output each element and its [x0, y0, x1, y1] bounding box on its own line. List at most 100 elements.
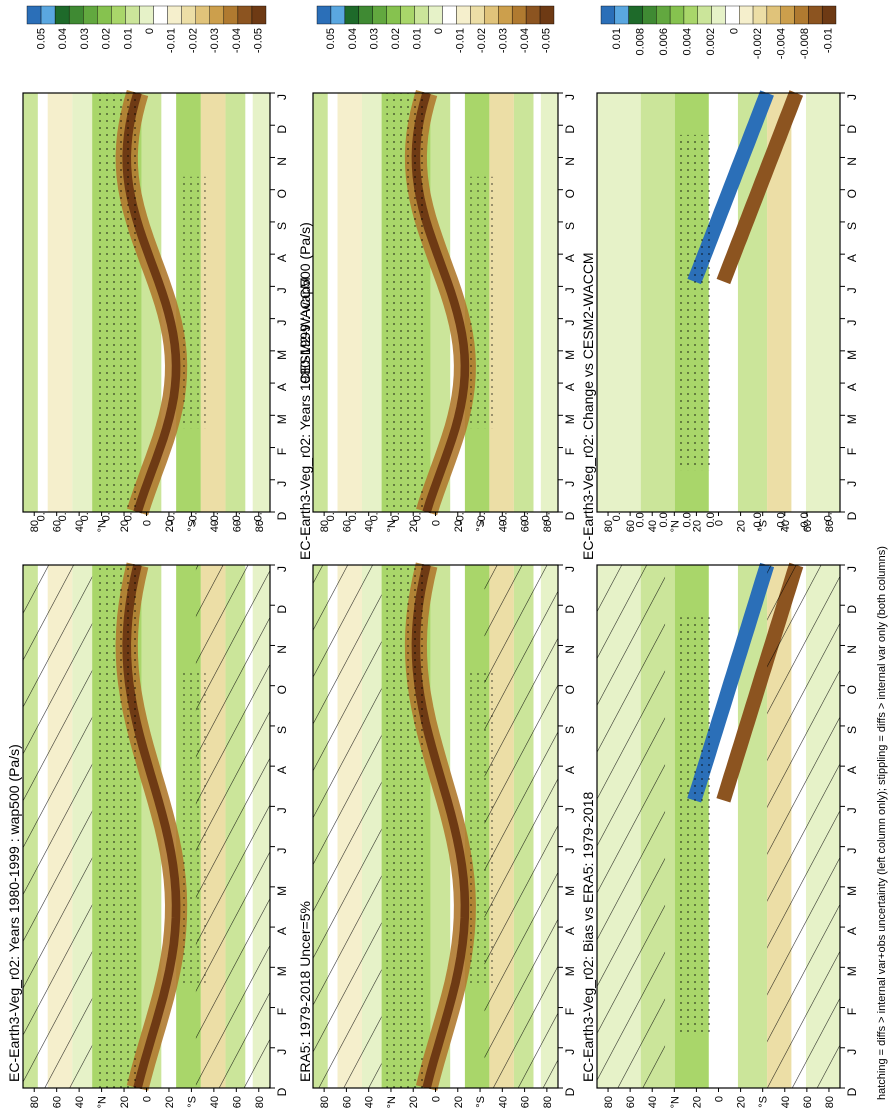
colorbar-cell	[83, 5, 98, 25]
lat-label: °N	[97, 1096, 109, 1108]
lat-label: 40	[364, 520, 376, 532]
lat-label: 80	[542, 520, 554, 532]
panel-title-3: ERA5: 1979-2018 Uncer=5%	[297, 901, 313, 1082]
lat-label: 0	[142, 520, 154, 526]
lat-label: 20	[736, 1096, 748, 1108]
colorbar-cell	[195, 5, 210, 25]
colorbar-label: -0.01	[455, 28, 467, 53]
stipple-zone-1	[386, 565, 426, 1088]
colorbar-label: -0.04	[519, 28, 531, 53]
band-nsub	[47, 93, 73, 512]
month-label: F	[563, 448, 577, 455]
month-label: M	[275, 414, 289, 424]
lat-label: 60	[802, 520, 814, 532]
stipple-zone-2	[469, 176, 495, 429]
colorbar-cell	[752, 5, 768, 25]
colorbar-cell	[683, 5, 698, 25]
lat-label: 20	[408, 520, 420, 532]
month-label: S	[845, 726, 859, 734]
month-label: A	[275, 766, 289, 774]
colorbar-label: -0.05	[253, 28, 265, 53]
lat-label: °S	[186, 520, 198, 532]
lat-label: 40	[209, 520, 221, 532]
month-label: N	[563, 645, 577, 654]
month-label: M	[563, 350, 577, 360]
positive-anomaly	[716, 90, 804, 285]
colorbar-label: 0.02	[101, 28, 113, 49]
colorbar-cell	[167, 5, 182, 25]
colorbar-cell	[725, 5, 740, 25]
colorbar-cell	[125, 5, 140, 25]
lat-label: 80	[254, 520, 266, 532]
band-sp	[252, 93, 270, 512]
band-np	[597, 93, 641, 512]
lat-label: 80	[319, 520, 331, 532]
month-label: J	[563, 848, 577, 854]
colorbar-cell	[697, 5, 712, 25]
month-label: D	[845, 605, 859, 614]
lat-label: 40	[780, 1096, 792, 1108]
month-label: A	[563, 927, 577, 935]
colorbar-cell	[525, 5, 541, 25]
panel-1: DJFMAMJJASONDJ806040°N20020°S4060800.050…	[22, 477, 289, 1108]
lat-label: 40	[780, 520, 792, 532]
month-label: S	[275, 726, 289, 734]
colorbar-cell	[26, 5, 42, 25]
lat-label: 60	[625, 1096, 637, 1108]
colorbar-label: -0.02	[187, 28, 199, 53]
lat-label: 0	[431, 520, 443, 526]
lat-label: 80	[542, 1096, 554, 1108]
lat-label: 60	[231, 1096, 243, 1108]
lat-label: 40	[364, 1096, 376, 1108]
lat-label: °S	[475, 1096, 487, 1108]
colorbar-cell	[237, 5, 253, 25]
lat-label: 0	[714, 1096, 726, 1102]
month-label: S	[275, 222, 289, 230]
colorbar-cell	[780, 5, 795, 25]
lat-label: 40	[209, 1096, 221, 1108]
colorbar-label: -0.008	[799, 28, 811, 59]
month-label: O	[845, 685, 859, 694]
lat-label: 20	[119, 520, 131, 532]
month-label: N	[275, 645, 289, 654]
panel-4: D J F M A M J J A S O N D J 80 60 40 °N 20 0 20 °S 40 60 80 0.05 0…	[312, 5, 577, 532]
colorbar-label: -0.03	[498, 28, 510, 53]
colorbar-label: 0.01	[611, 28, 623, 49]
panel-title-5: EC-Earth3-Veg_r02: Bias vs ERA5: 1979-20…	[580, 791, 596, 1082]
colorbar-cell	[97, 5, 112, 25]
panel-2: D J F M A M J J A S O N D J 80 60 40 °N 20 0 20 °S 40 60 80 0.05 0…	[22, 5, 289, 532]
month-label: J	[275, 1049, 289, 1055]
panel-title-4: CESM2-WACCM	[297, 277, 313, 384]
panel-6: D J F M A M J J A S O N D J 80 60 40 °N 20 0 20 °S 40 60 80 0.01 0…	[596, 5, 859, 532]
lat-label: 60	[520, 520, 532, 532]
colorbar-cell	[316, 5, 332, 25]
colorbar-cell	[711, 5, 726, 25]
lat-label: 60	[52, 520, 64, 532]
month-label: S	[563, 222, 577, 230]
stipple-zone-1	[97, 565, 137, 1088]
lat-label: 60	[52, 1096, 64, 1108]
band-sp	[540, 93, 558, 512]
month-label: M	[275, 350, 289, 360]
month-label: A	[845, 383, 859, 391]
colorbar-cell	[386, 5, 401, 25]
lat-label: 20	[408, 1096, 420, 1108]
colorbar-cell	[498, 5, 513, 25]
lat-label: 0	[714, 520, 726, 526]
lat-label: °N	[386, 1096, 398, 1108]
month-label: A	[563, 383, 577, 391]
colorbar-label: 0.04	[57, 28, 69, 49]
month-label: D	[563, 511, 577, 520]
month-label: O	[275, 189, 289, 198]
colorbar-cell	[428, 5, 443, 25]
month-label: J	[845, 481, 859, 487]
lat-label: °N	[97, 520, 109, 532]
colorbar-label: 0.006	[658, 28, 670, 56]
month-label: D	[845, 511, 859, 520]
lat-label: 20	[453, 520, 465, 532]
colorbar-label: 0.04	[347, 28, 359, 49]
colorbar-label: 0.004	[681, 28, 693, 56]
colorbar-label: -0.01	[166, 28, 178, 53]
month-label: D	[275, 605, 289, 614]
month-label: J	[845, 848, 859, 854]
